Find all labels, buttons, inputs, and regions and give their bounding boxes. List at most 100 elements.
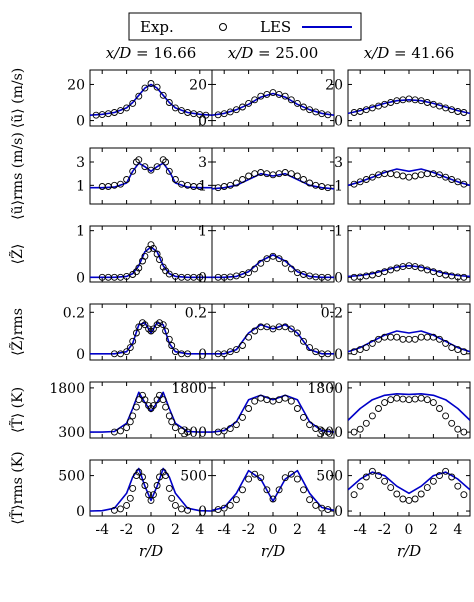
exp-data-point xyxy=(375,335,382,343)
exp-data-point xyxy=(141,252,149,260)
exp-data-point xyxy=(448,419,456,427)
exp-data-point xyxy=(393,394,401,402)
exp-data-point xyxy=(159,263,167,271)
exp-data-point xyxy=(226,181,234,189)
exp-data-point xyxy=(245,405,253,412)
panel-frame xyxy=(347,381,471,439)
exp-data-point xyxy=(269,252,277,260)
exp-data-point xyxy=(448,344,456,352)
x-tick-label: -4 xyxy=(217,522,231,538)
les-series-line xyxy=(212,92,334,116)
exp-data-point xyxy=(405,173,413,181)
exp-data-point xyxy=(269,325,277,333)
exp-data-point xyxy=(153,482,161,489)
les-series-line xyxy=(90,467,212,512)
panel: 0 500 xyxy=(316,459,471,520)
panel-frame xyxy=(89,147,213,205)
exp-data-point xyxy=(123,176,131,183)
panel: 0 20 xyxy=(189,69,335,130)
les-series-line xyxy=(348,99,470,115)
row-labels: ⟨ũ⟩ (m/s) ⟨ũ⟩rms (m/s) ⟨Z̃⟩ ⟨Z̃⟩rms ⟨T̃⟩ (K)… xyxy=(8,68,26,525)
panel: 01 xyxy=(198,224,335,286)
exp-data-point xyxy=(141,482,149,489)
exp-data-point xyxy=(350,428,358,436)
exp-data-point xyxy=(165,412,173,420)
exp-data-point xyxy=(171,348,179,356)
exp-data-point xyxy=(123,424,131,432)
row-ylabel: ⟨ũ⟩rms (m/s) xyxy=(10,132,26,220)
exp-data-point xyxy=(436,472,443,480)
y-tick-label: 0 xyxy=(334,114,343,130)
exp-data-point xyxy=(153,83,161,91)
y-tick-label: 1 xyxy=(76,178,85,194)
exp-data-point xyxy=(141,163,149,171)
panel: 00.2 xyxy=(185,303,335,363)
exp-data-point xyxy=(202,111,210,119)
y-tick-label: 0.2 xyxy=(185,305,207,321)
exp-data-point xyxy=(324,506,332,514)
exp-data-point xyxy=(460,180,468,188)
exp-data-point xyxy=(375,102,382,110)
exp-data-point xyxy=(381,100,389,108)
y-tick-label: 300 xyxy=(58,425,85,441)
exp-data-point xyxy=(375,405,382,412)
exp-data-point xyxy=(117,505,124,513)
exp-data-point xyxy=(423,396,431,404)
x-axis-label: r/D xyxy=(261,542,285,560)
exp-data-point xyxy=(117,350,124,358)
row-ylabel: ⟨Z̃⟩ xyxy=(8,244,26,265)
exp-data-point xyxy=(375,472,382,480)
exp-data-point xyxy=(159,396,167,404)
exp-data-point xyxy=(269,89,277,97)
exp-data-point xyxy=(356,482,364,490)
exp-data-point xyxy=(460,428,468,436)
exp-data-point xyxy=(293,475,301,483)
exp-data-point xyxy=(454,425,462,433)
y-tick-label: 0 xyxy=(198,270,207,286)
panel-frame xyxy=(347,147,471,205)
exp-data-point xyxy=(448,176,456,183)
exp-data-point xyxy=(293,269,301,277)
exp-data-point xyxy=(381,477,389,485)
panel: 0 20 xyxy=(67,69,213,130)
exp-data-point xyxy=(159,91,167,99)
exp-data-point xyxy=(423,484,431,492)
exp-data-point xyxy=(417,264,425,272)
exp-data-point xyxy=(454,346,462,354)
exp-data-point xyxy=(417,394,425,402)
column-title-eq: = xyxy=(131,44,153,62)
exp-data-point xyxy=(153,250,161,258)
x-tick-label: 0 xyxy=(405,522,414,538)
exp-data-point xyxy=(239,271,246,278)
y-tick-label: 3 xyxy=(198,155,207,171)
les-series-line xyxy=(90,321,212,355)
exp-data-point xyxy=(132,158,140,166)
exp-data-point xyxy=(411,172,419,180)
exp-data-point xyxy=(460,109,468,116)
exp-data-point xyxy=(356,425,364,433)
x-tick-label: 0 xyxy=(269,522,278,538)
exp-data-point xyxy=(159,156,167,164)
x-tick-label: 4 xyxy=(317,522,326,538)
row-ylabel: ⟨T̃⟩rms (K) xyxy=(8,451,26,524)
exp-data-point xyxy=(132,403,140,411)
exp-data-point xyxy=(171,501,179,509)
exp-data-point xyxy=(393,333,401,341)
exp-data-point xyxy=(126,494,134,502)
y-tick-label: 0 xyxy=(334,504,343,520)
exp-data-point xyxy=(436,335,443,343)
exp-data-point xyxy=(171,104,179,112)
panel: 01 xyxy=(76,224,213,286)
y-tick-label: 300 xyxy=(180,425,207,441)
y-tick-label: 20 xyxy=(325,77,343,93)
exp-data-point xyxy=(239,413,246,421)
exp-data-point xyxy=(393,171,401,179)
exp-data-point xyxy=(460,273,468,281)
exp-data-point xyxy=(220,427,228,435)
exp-data-point xyxy=(251,397,259,405)
panel: 13 xyxy=(76,147,213,205)
exp-data-point xyxy=(196,183,204,190)
column-title-eq: = xyxy=(253,44,275,62)
exp-data-point xyxy=(149,491,157,499)
exp-data-point xyxy=(129,412,137,420)
